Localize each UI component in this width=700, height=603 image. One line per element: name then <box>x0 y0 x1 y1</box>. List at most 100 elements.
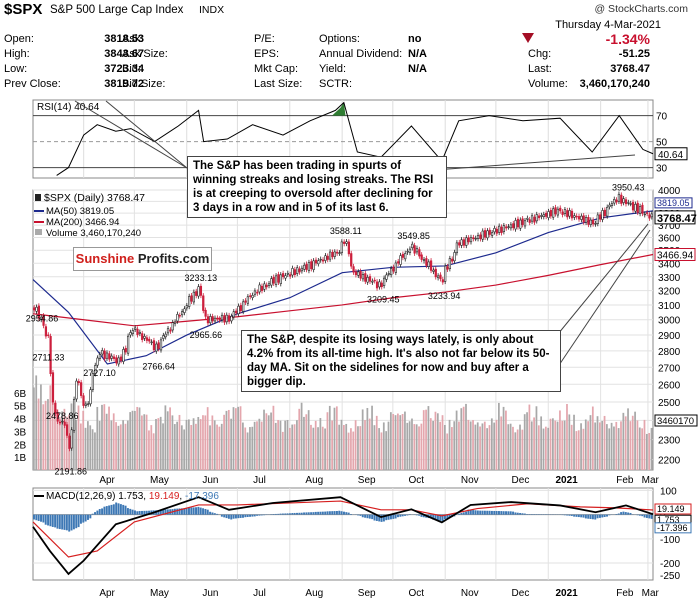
volume-bar <box>627 408 629 470</box>
volume-bar <box>216 424 218 470</box>
macd-histogram-bar <box>526 514 529 515</box>
macd-y-tick: -100 <box>660 535 680 546</box>
ma50-value: 3819.05 <box>657 198 690 208</box>
macd-histogram-bar <box>483 510 486 515</box>
macd-histogram-bar <box>37 514 40 521</box>
macd-histogram-bar <box>68 514 71 532</box>
volume-bar <box>380 432 383 470</box>
macd-histogram-bar <box>387 514 390 520</box>
volume-bar <box>258 418 261 470</box>
macd-histogram-bar <box>462 512 465 515</box>
macd-histogram-bar <box>58 514 61 530</box>
price-candle-body <box>486 230 489 239</box>
price-candle-body <box>523 220 527 227</box>
price-candle-body <box>373 279 376 282</box>
volume-bar <box>37 398 40 470</box>
price-candle-body <box>169 329 172 332</box>
macd-histogram-bar <box>509 511 512 515</box>
volume-bar <box>573 414 575 470</box>
macd-histogram-bar <box>216 513 219 515</box>
price-candle-body <box>291 268 294 276</box>
price-candle-body <box>582 215 585 223</box>
volume-bar <box>345 423 348 470</box>
volume-y-tick: 5B <box>14 402 27 413</box>
rsi-last-value: 40.64 <box>658 150 683 161</box>
price-x-tick: 2021 <box>555 475 578 486</box>
macd-histogram-bar <box>617 513 620 515</box>
volume-bar <box>476 422 479 470</box>
field-value: no <box>408 33 422 45</box>
ma50-legend-label: MA(50) 3819.05 <box>46 206 114 217</box>
volume-bar <box>638 427 641 470</box>
volume-bar <box>133 410 136 470</box>
price-label: 2478.86 <box>46 411 79 421</box>
price-candle-body <box>394 262 397 273</box>
volume-bar <box>242 422 244 470</box>
volume-bar <box>253 421 256 470</box>
price-candle-body <box>195 291 198 296</box>
price-candle-body <box>603 209 606 216</box>
macd-histogram-bar <box>523 513 526 515</box>
macd-histogram-bar <box>251 514 254 517</box>
price-candle-body <box>333 251 336 257</box>
volume-bar <box>352 431 355 470</box>
price-candle-body <box>575 215 578 218</box>
macd-histogram-bar <box>305 512 308 515</box>
macd-histogram-bar <box>521 513 524 515</box>
chg-label: Chg: <box>528 48 552 60</box>
macd-histogram-bar <box>310 512 313 515</box>
volume-bar <box>443 424 446 470</box>
macd-histogram-bar <box>138 511 141 515</box>
price-candle-body <box>35 306 38 312</box>
volume-value: 3,460,170,240 <box>579 78 650 90</box>
price-candle-body <box>105 352 109 359</box>
price-candle-body <box>650 213 653 218</box>
price-y-tick: 3600 <box>658 234 681 245</box>
volume-bar <box>79 423 82 470</box>
volume-bar <box>556 421 559 470</box>
volume-bar <box>490 418 493 470</box>
price-candle-body <box>594 223 597 225</box>
macd-histogram-bar <box>65 514 68 531</box>
volume-bar <box>96 406 99 470</box>
price-candle-body <box>56 412 59 422</box>
price-candle-body <box>202 295 205 311</box>
price-candle-body <box>469 237 473 243</box>
macd-x-tick: Sep <box>358 588 376 599</box>
price-x-tick: May <box>150 475 169 486</box>
volume-bar <box>606 424 608 470</box>
volume-bar <box>350 428 352 470</box>
price-y-tick: 2600 <box>658 380 681 391</box>
macd-histogram-bar <box>434 514 437 520</box>
price-candle-body <box>427 261 430 267</box>
price-label: 2965.66 <box>190 330 223 340</box>
volume-bar <box>521 429 524 470</box>
price-candle-body <box>638 206 642 214</box>
macd-histogram-bar <box>284 513 287 515</box>
price-x-tick: Apr <box>99 475 115 486</box>
macd-histogram-bar <box>133 510 136 515</box>
price-candle-body <box>143 336 146 339</box>
volume-bar <box>213 420 216 470</box>
price-candle-body <box>385 274 388 280</box>
volume-bar <box>328 405 331 470</box>
volume-bar <box>493 422 496 470</box>
macd-histogram-bar <box>166 509 169 515</box>
volume-bar <box>227 409 230 470</box>
macd-histogram-bar <box>96 510 99 515</box>
field-value: 3819.72 <box>104 78 144 90</box>
volume-bar <box>594 422 597 470</box>
macd-x-tick: May <box>150 588 169 599</box>
volume-bar <box>136 406 139 470</box>
price-candle-body <box>293 269 296 275</box>
macd-histogram-bar <box>319 511 322 515</box>
macd-histogram-bar <box>629 512 632 515</box>
signal-value-box <box>654 503 692 515</box>
macd-histogram-bar <box>40 514 42 522</box>
price-candle-body <box>507 226 510 228</box>
volume-bar <box>244 427 247 470</box>
price-candle-body <box>150 341 153 344</box>
volume-bar <box>129 412 132 470</box>
volume-bar <box>371 405 373 470</box>
volume-bar <box>530 421 533 470</box>
